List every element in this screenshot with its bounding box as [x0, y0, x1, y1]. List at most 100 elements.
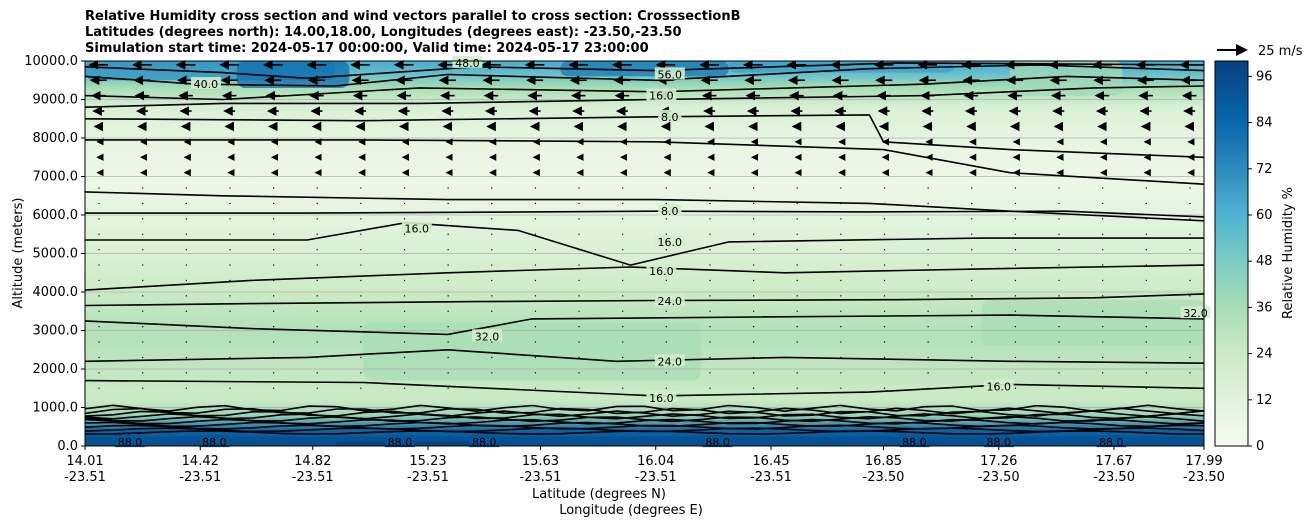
y-tick-label-10: 10000.0 [24, 54, 78, 69]
contour-label-bg-16 [199, 435, 230, 448]
x-tick-lat-0: 14.01 [66, 454, 103, 469]
cb-tick-label-4: 48 [1256, 254, 1273, 269]
colorbar: 0 12 24 36 48 60 72 84 96 Relative Humidity % [1214, 60, 1296, 454]
quiver-key-label: 25 m/s [1258, 44, 1303, 59]
x-tick-lon-3: -23.51 [407, 470, 449, 485]
contour-label-9: 16.0 [987, 380, 1012, 393]
contour-line-9 [84, 114, 1205, 159]
gridlines [85, 99, 1204, 408]
cb-tick-label-1: 12 [1256, 393, 1273, 408]
contour-line-20 [84, 413, 1205, 420]
x-tick-lat-10: 17.99 [1185, 454, 1222, 469]
x-tick-lat-1: 14.42 [182, 454, 219, 469]
contour-label-bg-9 [983, 379, 1014, 392]
contour-label-10: 32.0 [1183, 307, 1208, 320]
contour-label-bg-17 [384, 435, 415, 448]
x-tick-lat-7: 16.85 [865, 454, 902, 469]
contour-line-3 [84, 264, 1205, 291]
contour-label-3: 16.0 [649, 265, 674, 278]
x-axis-ticks: 14.01-23.5114.42-23.5114.82-23.5115.23-2… [64, 446, 1225, 485]
x-tick-lat-5: 16.04 [637, 454, 674, 469]
x-tick-lon-4: -23.51 [520, 470, 562, 485]
y-tick-label-3: 3000.0 [33, 324, 79, 339]
contour-label-20: 88.0 [902, 436, 927, 449]
contour-label-22: 88.0 [1099, 436, 1124, 449]
plot-area: 8.0 8.0 16.0 16.0 16.0 24.0 32.0 24.0 16.0 16.0 32… [84, 55, 1211, 449]
x-tick-lon-9: -23.50 [1093, 470, 1135, 485]
contour-line-18 [84, 418, 1205, 425]
humidity-patch-7 [363, 322, 701, 381]
x-tick-lon-10: -23.50 [1183, 470, 1225, 485]
humidity-patch-8 [981, 299, 1204, 346]
contour-label-bg-20 [899, 435, 930, 448]
x-tick-lon-1: -23.51 [179, 470, 221, 485]
contour-label-11: 40.0 [194, 78, 219, 91]
x-tick-lon-8: -23.50 [978, 470, 1020, 485]
cb-tick-label-5: 60 [1256, 208, 1273, 223]
contour-label-bg-10 [1180, 306, 1211, 319]
x-axis-label-latitude: Latitude (degrees N) [532, 487, 666, 502]
contour-label-18: 88.0 [472, 436, 497, 449]
contour-label-14: 48.0 [455, 57, 480, 70]
y-axis-ticks: 0.0 1000.0 2000.0 3000.0 4000.0 5000.0 6000.0 7… [24, 54, 85, 454]
cb-tick-label-7: 84 [1256, 116, 1273, 131]
x-tick-lat-2: 14.82 [294, 454, 331, 469]
contour-label-bg-6 [472, 329, 503, 342]
contour-line-15 [84, 427, 1205, 433]
colorbar-label: Relative Humidity % [1281, 187, 1296, 319]
y-tick-label-9: 9000.0 [33, 93, 79, 108]
contour-label-bg-11 [190, 77, 221, 90]
x-tick-lat-4: 15.63 [522, 454, 559, 469]
x-tick-lat-6: 16.45 [752, 454, 789, 469]
contour-label-0: 8.0 [661, 111, 679, 124]
x-tick-lon-0: -23.51 [64, 470, 106, 485]
y-tick-label-4: 4000.0 [33, 285, 79, 300]
chart-title-line2: Latitudes (degrees north): 14.00,18.00, … [85, 25, 682, 40]
contour-line-2 [85, 221, 1204, 266]
quiver-key: 25 m/s [1217, 44, 1303, 59]
y-tick-label-7: 7000.0 [33, 170, 79, 185]
contour-label-15: 88.0 [118, 436, 143, 449]
contour-label-5: 24.0 [658, 295, 683, 308]
contour-labels: 8.0 8.0 16.0 16.0 16.0 24.0 32.0 24.0 16.0 16.0 32… [114, 55, 1211, 449]
contour-label-bg-5 [654, 294, 685, 307]
contour-line-23 [84, 404, 1205, 413]
x-tick-lon-5: -23.51 [635, 470, 677, 485]
x-tick-lon-7: -23.50 [863, 470, 905, 485]
contour-label-bg-8 [646, 390, 677, 403]
contour-line-6 [84, 348, 1205, 364]
contour-line-1 [85, 210, 1205, 218]
contour-label-12: 56.0 [658, 68, 683, 81]
contour-label-7: 24.0 [658, 355, 683, 368]
colorbar-ticks: 0 12 24 36 48 60 72 84 96 [1248, 69, 1273, 454]
contour-label-2: 16.0 [658, 236, 683, 249]
contour-label-bg-19 [702, 435, 733, 448]
y-axis-label: Altitude (meters) [11, 198, 26, 309]
cb-tick-label-6: 72 [1256, 162, 1273, 177]
contour-label-bg-4 [401, 221, 432, 234]
x-tick-lat-9: 17.67 [1095, 454, 1132, 469]
contour-line-7 [84, 379, 1205, 397]
y-tick-label-2: 2000.0 [33, 362, 79, 377]
humidity-patches [85, 61, 1204, 446]
contour-label-bg-0 [658, 109, 682, 122]
contour-line-5 [84, 314, 1205, 336]
cb-tick-label-8: 96 [1256, 69, 1273, 84]
contour-label-6: 32.0 [475, 330, 500, 343]
chart-title-line3: Simulation start time: 2024-05-17 00:00:… [85, 41, 649, 56]
contour-label-bg-14 [452, 55, 483, 68]
y-tick-label-5: 5000.0 [33, 247, 79, 262]
x-axis-label-longitude: Longitude (degrees E) [559, 503, 703, 518]
humidity-patch-4 [1010, 61, 1123, 96]
y-tick-label-1: 1000.0 [33, 401, 79, 416]
contour-label-bg-7 [654, 354, 685, 367]
contour-label-bg-18 [469, 435, 500, 448]
contour-label-bg-3 [646, 263, 677, 276]
cb-tick-label-3: 36 [1256, 300, 1273, 315]
x-tick-lon-6: -23.51 [750, 470, 792, 485]
x-tick-lat-3: 15.23 [409, 454, 446, 469]
contour-label-13: 16.0 [649, 90, 674, 103]
contour-label-bg-13 [646, 88, 677, 101]
y-tick-label-6: 6000.0 [33, 208, 79, 223]
contour-label-1: 8.0 [661, 205, 679, 218]
